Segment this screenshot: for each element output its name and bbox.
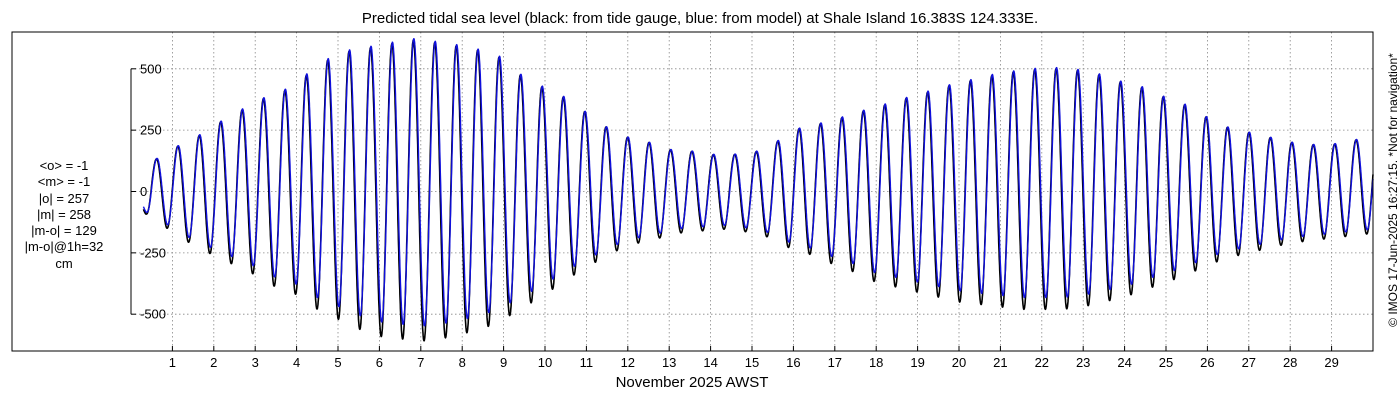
x-tick-label: 14 (703, 355, 717, 370)
x-tick-label: 17 (828, 355, 842, 370)
stat-mean-model: <m> = -1 (37, 174, 91, 190)
stat-abs-observed: |o| = 257 (38, 190, 90, 206)
y-tick-label: 250 (140, 123, 162, 138)
x-tick-label: 26 (1200, 355, 1214, 370)
x-tick-label: 18 (869, 355, 883, 370)
series-line-model (142, 38, 1374, 327)
stat-abs-model: |m| = 258 (36, 206, 92, 222)
x-tick-label: 9 (500, 355, 507, 370)
x-tick-label: 25 (1159, 355, 1173, 370)
y-tick-label: -500 (140, 307, 166, 322)
x-tick-label: 7 (417, 355, 424, 370)
x-tick-label: 2 (210, 355, 217, 370)
x-tick-label: 15 (745, 355, 759, 370)
x-tick-label: 20 (952, 355, 966, 370)
x-tick-label: 6 (376, 355, 383, 370)
y-tick-label: 500 (140, 61, 162, 76)
x-tick-label: 12 (621, 355, 635, 370)
x-tick-label: 5 (334, 355, 341, 370)
statistics-panel: <o> = -1 <m> = -1 |o| = 257 |m| = 258 |m… (8, 158, 120, 272)
grid-lines (131, 32, 1373, 351)
x-tick-label: 23 (1076, 355, 1090, 370)
series-layer (142, 38, 1374, 342)
series-line-tide-gauge (142, 39, 1374, 342)
x-tick-label: 3 (252, 355, 259, 370)
x-tick-label: 16 (786, 355, 800, 370)
x-tick-label: 8 (459, 355, 466, 370)
x-tick-label: 21 (993, 355, 1007, 370)
stat-abs-diff-1h: |m-o|@1h=32 (24, 239, 104, 255)
x-axis-label: November 2025 AWST (615, 374, 769, 391)
x-tick-label: 22 (1035, 355, 1049, 370)
stat-mean-observed: <o> = -1 (39, 158, 89, 173)
x-tick-label: 1 (169, 355, 176, 370)
stat-unit: cm (55, 255, 73, 271)
x-tick-label: 11 (580, 355, 594, 370)
y-tick-label: -250 (140, 245, 166, 260)
x-tick-label: 29 (1324, 355, 1338, 370)
x-tick-label: 19 (910, 355, 924, 370)
x-tick-label: 24 (1117, 355, 1131, 370)
stat-abs-diff: |m-o| = 129 (31, 223, 97, 239)
x-tick-label: 4 (293, 355, 300, 370)
x-tick-label: 10 (538, 355, 552, 370)
chart-title: Predicted tidal sea level (black: from t… (361, 10, 1039, 27)
plot-frame (11, 31, 1374, 352)
axis-ticks: 1 2 3 4 5 6 7 8 9 10 11 12 13 14 15 16 17 18 19 20 21 22 23 24 2… (131, 61, 1339, 370)
x-tick-label: 28 (1283, 355, 1297, 370)
x-tick-label: 13 (662, 355, 676, 370)
x-tick-label: 27 (1242, 355, 1256, 370)
copyright-notice: © IMOS 17-Jun-2025 16:27:15. *Not for na… (1386, 53, 1400, 327)
y-tick-label: 0 (140, 184, 147, 199)
